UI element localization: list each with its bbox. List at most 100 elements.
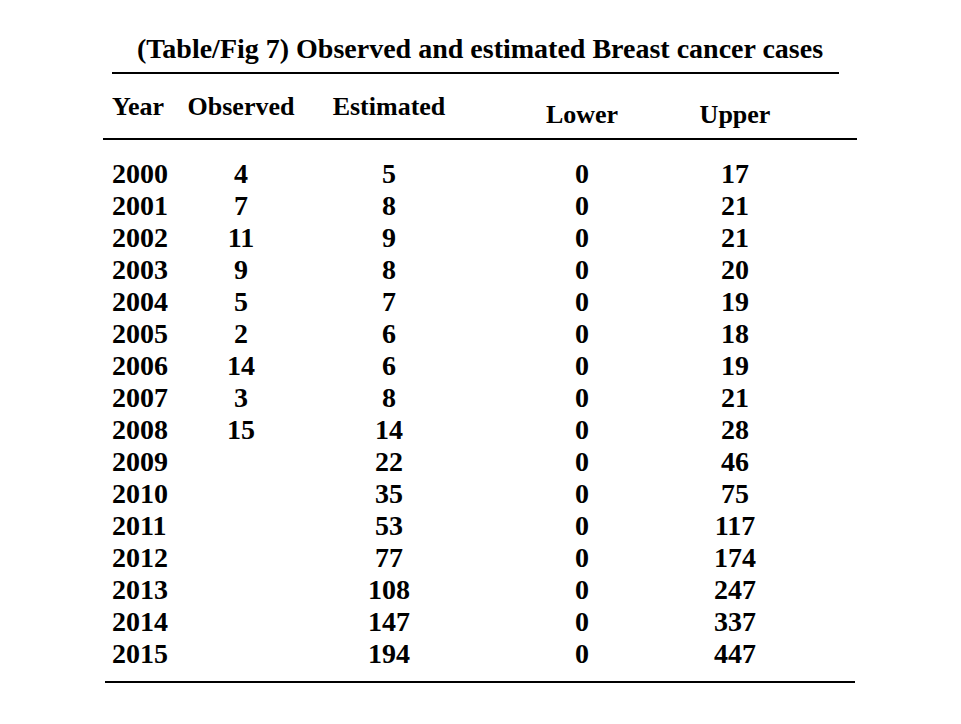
cell-lower: 0 xyxy=(575,638,589,670)
cell-year: 2005 xyxy=(112,318,168,350)
cell-lower: 0 xyxy=(575,254,589,286)
cell-upper: 19 xyxy=(721,286,749,318)
table-row: 200922046 xyxy=(103,446,857,478)
table-header-row: Year Observed Estimated Lower Upper xyxy=(103,92,857,138)
cell-upper: 21 xyxy=(721,190,749,222)
cell-year: 2014 xyxy=(112,606,168,638)
table-row: 2011 53 0 117 xyxy=(103,510,857,542)
table-row: 2010 35 0 75 xyxy=(103,478,857,510)
table-bottom-rule xyxy=(105,681,855,683)
column-header-upper: Upper xyxy=(700,100,771,130)
cell-estimated: 77 xyxy=(375,542,403,574)
cell-observed: 14 xyxy=(227,350,255,382)
cell-upper: 20 xyxy=(721,254,749,286)
cell-estimated: 194 xyxy=(368,638,410,670)
table-row: 2004 5 7 0 19 xyxy=(103,286,857,318)
cell-lower: 0 xyxy=(575,510,589,542)
cell-upper: 447 xyxy=(714,638,756,670)
table-figure: (Table/Fig 7) Observed and estimated Bre… xyxy=(0,0,961,724)
table-row: 2006 14 6 0 19 xyxy=(103,350,857,382)
cell-estimated: 53 xyxy=(375,510,403,542)
column-header-observed: Observed xyxy=(188,92,295,122)
column-header-estimated: Estimated xyxy=(333,92,446,122)
cell-upper: 247 xyxy=(714,574,756,606)
cell-estimated: 108 xyxy=(368,574,410,606)
table-row: 2015 194 0 447 xyxy=(103,638,857,670)
cell-lower: 0 xyxy=(575,318,589,350)
cell-estimated: 8 xyxy=(382,190,396,222)
table-row: 2000 4 5 0 17 xyxy=(103,158,857,190)
cell-upper: 17 xyxy=(721,158,749,190)
cell-upper: 18 xyxy=(721,318,749,350)
table-row: 2007 3 8 0 21 xyxy=(103,382,857,414)
table-row: 2008 15 14 0 28 xyxy=(103,414,857,446)
cell-observed: 7 xyxy=(234,190,248,222)
cell-estimated: 35 xyxy=(375,478,403,510)
table-row: 2012 77 0 174 xyxy=(103,542,857,574)
cell-estimated: 8 xyxy=(382,382,396,414)
table-row: 2003 9 8 0 20 xyxy=(103,254,857,286)
cell-lower: 0 xyxy=(575,606,589,638)
cell-year: 2010 xyxy=(112,478,168,510)
cell-estimated: 6 xyxy=(382,350,396,382)
cell-lower: 0 xyxy=(575,478,589,510)
cell-lower: 0 xyxy=(575,446,589,478)
cell-estimated: 7 xyxy=(382,286,396,318)
cell-year: 2008 xyxy=(112,414,168,446)
cell-lower: 0 xyxy=(575,286,589,318)
cell-year: 2011 xyxy=(112,510,166,542)
cell-lower: 0 xyxy=(575,414,589,446)
cell-upper: 337 xyxy=(714,606,756,638)
cell-observed: 4 xyxy=(234,158,248,190)
cell-observed: 15 xyxy=(227,414,255,446)
cell-upper: 117 xyxy=(715,510,755,542)
table-row: 2014 147 0 337 xyxy=(103,606,857,638)
cell-upper: 174 xyxy=(714,542,756,574)
cell-lower: 0 xyxy=(575,222,589,254)
cell-year: 2002 xyxy=(112,222,168,254)
cell-year: 2006 xyxy=(112,350,168,382)
cell-estimated: 147 xyxy=(368,606,410,638)
table-row: 2013 108 0 247 xyxy=(103,574,857,606)
column-header-year: Year xyxy=(112,92,164,122)
cell-year: 2012 xyxy=(112,542,168,574)
table-body: 2000450172001780212002119021200398020200… xyxy=(103,158,857,670)
cell-observed: 2 xyxy=(234,318,248,350)
cell-year: 2000 xyxy=(112,158,168,190)
column-header-lower: Lower xyxy=(546,100,618,130)
cell-year: 2003 xyxy=(112,254,168,286)
table-row: 2005 2 6 0 18 xyxy=(103,318,857,350)
cell-estimated: 5 xyxy=(382,158,396,190)
cell-lower: 0 xyxy=(575,542,589,574)
cell-lower: 0 xyxy=(575,158,589,190)
cell-estimated: 6 xyxy=(382,318,396,350)
cell-lower: 0 xyxy=(575,190,589,222)
cell-observed: 3 xyxy=(234,382,248,414)
cell-year: 2004 xyxy=(112,286,168,318)
cell-upper: 21 xyxy=(721,382,749,414)
cell-upper: 19 xyxy=(721,350,749,382)
header-underline xyxy=(103,138,857,140)
cell-estimated: 14 xyxy=(375,414,403,446)
cell-estimated: 9 xyxy=(382,222,396,254)
cell-year: 2015 xyxy=(112,638,168,670)
cell-observed: 11 xyxy=(228,222,254,254)
cell-upper: 46 xyxy=(721,446,749,478)
cell-upper: 75 xyxy=(721,478,749,510)
title-underline xyxy=(112,72,839,74)
cell-lower: 0 xyxy=(575,350,589,382)
cell-observed: 9 xyxy=(234,254,248,286)
cell-upper: 28 xyxy=(721,414,749,446)
cell-estimated: 8 xyxy=(382,254,396,286)
cell-year: 2007 xyxy=(112,382,168,414)
cell-observed: 5 xyxy=(234,286,248,318)
cell-year: 2009 xyxy=(112,446,168,478)
cell-lower: 0 xyxy=(575,574,589,606)
cell-year: 2001 xyxy=(112,190,168,222)
table-row: 2001 7 8 0 21 xyxy=(103,190,857,222)
cell-lower: 0 xyxy=(575,382,589,414)
figure-title: (Table/Fig 7) Observed and estimated Bre… xyxy=(103,33,857,65)
cell-year: 2013 xyxy=(112,574,168,606)
cell-upper: 21 xyxy=(721,222,749,254)
table-row: 2002 11 9 0 21 xyxy=(103,222,857,254)
